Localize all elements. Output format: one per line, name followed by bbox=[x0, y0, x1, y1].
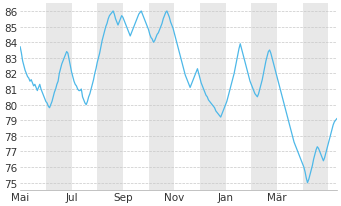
Bar bbox=[97, 4, 123, 191]
Bar bbox=[302, 4, 328, 191]
Bar bbox=[251, 4, 277, 191]
Bar bbox=[200, 4, 226, 191]
Bar bbox=[149, 4, 174, 191]
Bar bbox=[46, 4, 72, 191]
